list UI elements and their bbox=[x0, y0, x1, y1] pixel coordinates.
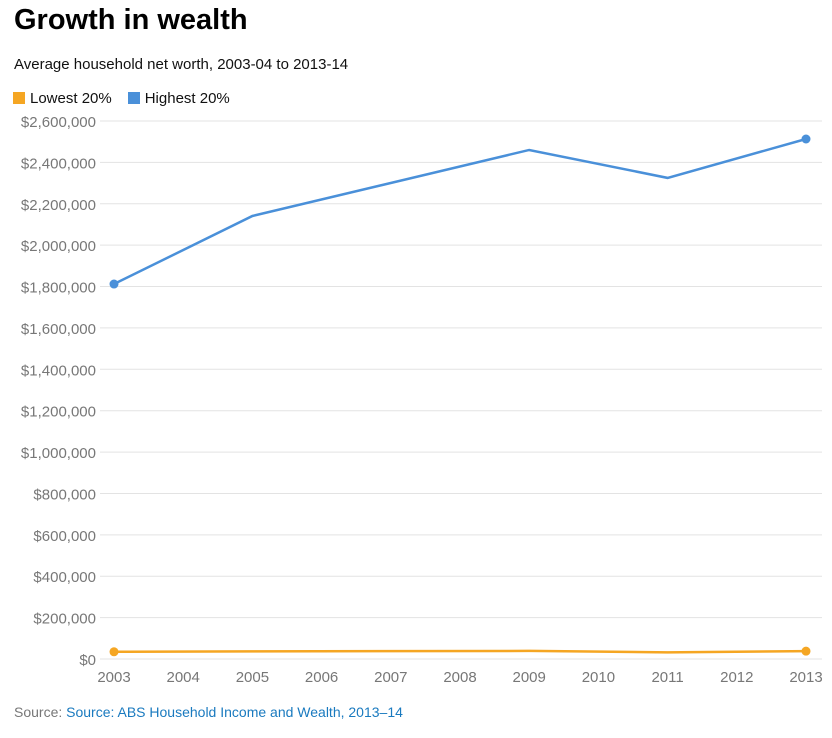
y-tick-label: $1,200,000 bbox=[21, 404, 96, 421]
x-tick-label: 2005 bbox=[236, 669, 269, 686]
legend-swatch-highest bbox=[127, 92, 140, 104]
y-tick-label: $2,000,000 bbox=[21, 238, 96, 255]
x-tick-label: 2009 bbox=[513, 669, 546, 686]
x-tick-label: 2010 bbox=[582, 669, 615, 686]
y-tick-label: $1,600,000 bbox=[21, 321, 96, 338]
series-line-1 bbox=[113, 137, 807, 286]
y-tick-label: $0 bbox=[79, 652, 96, 669]
y-tick-label: $200,000 bbox=[33, 611, 96, 628]
x-tick-label: 2012 bbox=[720, 669, 753, 686]
data-point bbox=[109, 279, 119, 289]
x-tick-label: 2011 bbox=[651, 669, 683, 686]
data-point bbox=[801, 646, 811, 656]
x-tick-label: 2007 bbox=[374, 669, 407, 686]
y-tick-label: $2,400,000 bbox=[21, 155, 96, 172]
source-note: Source: Source: ABS Household Income and… bbox=[14, 704, 403, 720]
y-tick-label: $1,800,000 bbox=[21, 280, 96, 297]
data-point bbox=[801, 134, 811, 144]
legend: Lowest 20% Highest 20% bbox=[13, 90, 230, 107]
source-link[interactable]: Source: ABS Household Income and Wealth,… bbox=[66, 704, 403, 720]
y-tick-label: $1,000,000 bbox=[21, 445, 96, 462]
chart-title: Growth in wealth bbox=[14, 4, 248, 36]
line-chart: $0 $200,000 $400,000 $600,000 $800,000 $1,000… bbox=[21, 114, 823, 686]
x-tick-label: 2013 bbox=[789, 669, 822, 686]
chart-subtitle: Average household net worth, 2003-04 to … bbox=[14, 56, 349, 73]
series-line-0 bbox=[113, 649, 807, 654]
y-tick-label: $800,000 bbox=[33, 486, 96, 503]
x-tick-label: 2003 bbox=[97, 669, 130, 686]
x-tick-label: 2004 bbox=[167, 669, 200, 686]
legend-swatch-lowest bbox=[13, 92, 25, 104]
y-tick-label: $2,600,000 bbox=[21, 114, 96, 131]
data-point bbox=[109, 647, 119, 657]
legend-item-highest[interactable]: Highest 20% bbox=[127, 90, 230, 107]
y-tick-label: $400,000 bbox=[33, 569, 96, 586]
source-label: Source: bbox=[14, 704, 63, 720]
legend-item-lowest[interactable]: Lowest 20% bbox=[13, 90, 112, 107]
legend-label: Highest 20% bbox=[144, 90, 230, 107]
y-tick-label: $1,400,000 bbox=[21, 362, 96, 379]
y-tick-label: $600,000 bbox=[33, 528, 96, 545]
x-tick-label: 2006 bbox=[305, 669, 338, 686]
y-tick-label: $2,200,000 bbox=[21, 197, 96, 214]
legend-label: Lowest 20% bbox=[30, 90, 112, 107]
x-tick-label: 2008 bbox=[443, 669, 476, 686]
